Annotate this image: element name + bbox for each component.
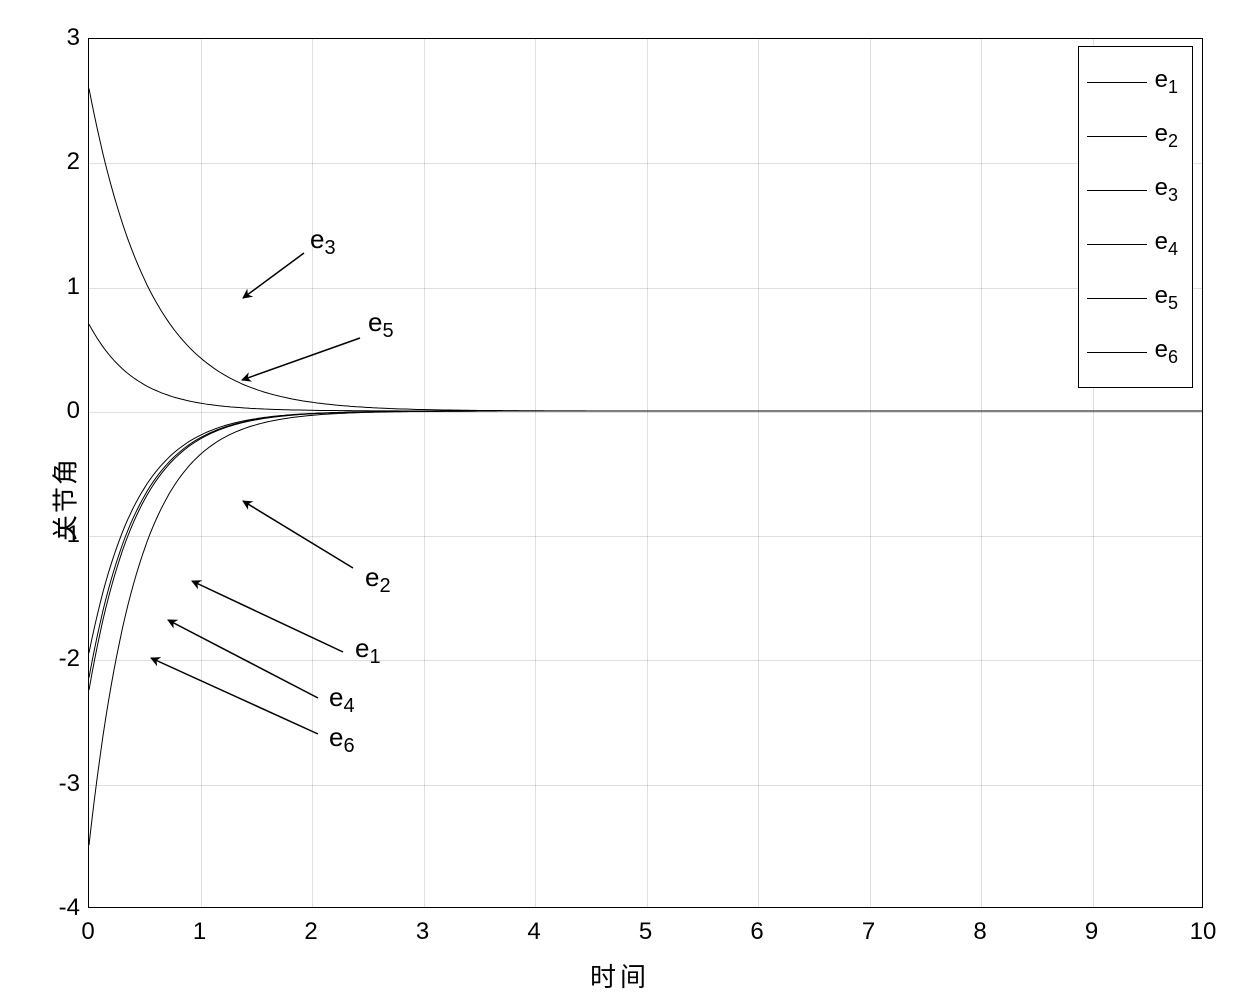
- annotation-label-e1: e1: [355, 633, 381, 669]
- annotation-arrow-e3: [243, 253, 304, 298]
- annotation-label-e5: e5: [368, 307, 394, 343]
- x-tick-label: 3: [416, 918, 429, 946]
- annotation-arrow-e6: [151, 658, 318, 734]
- y-tick-label: -2: [59, 645, 80, 673]
- y-tick-label: 3: [67, 24, 80, 52]
- annotation-label-e2: e2: [365, 562, 391, 598]
- y-tick-label: 2: [67, 148, 80, 176]
- x-tick-label: 1: [193, 918, 206, 946]
- x-tick-label: 0: [81, 918, 94, 946]
- y-tick-label: -3: [59, 770, 80, 798]
- annotation-arrow-e1: [192, 581, 343, 652]
- y-tick-label: -4: [59, 894, 80, 922]
- x-axis-label: 时间: [590, 957, 650, 994]
- y-tick-label: 1: [67, 273, 80, 301]
- x-tick-label: 7: [862, 918, 875, 946]
- annotation-arrows: [88, 38, 1203, 908]
- annotation-label-e3: e3: [310, 224, 336, 260]
- annotation-label-e6: e6: [329, 722, 355, 758]
- x-tick-label: 5: [639, 918, 652, 946]
- x-tick-label: 8: [973, 918, 986, 946]
- annotation-arrow-e5: [242, 338, 360, 380]
- x-tick-label: 10: [1190, 918, 1217, 946]
- y-tick-label: 0: [67, 397, 80, 425]
- x-tick-label: 6: [750, 918, 763, 946]
- annotation-arrow-e2: [243, 501, 353, 568]
- x-tick-label: 2: [304, 918, 317, 946]
- annotation-label-e4: e4: [329, 682, 355, 718]
- x-tick-label: 9: [1085, 918, 1098, 946]
- x-tick-label: 4: [527, 918, 540, 946]
- y-tick-label: -1: [59, 521, 80, 549]
- annotation-arrow-e4: [168, 620, 318, 698]
